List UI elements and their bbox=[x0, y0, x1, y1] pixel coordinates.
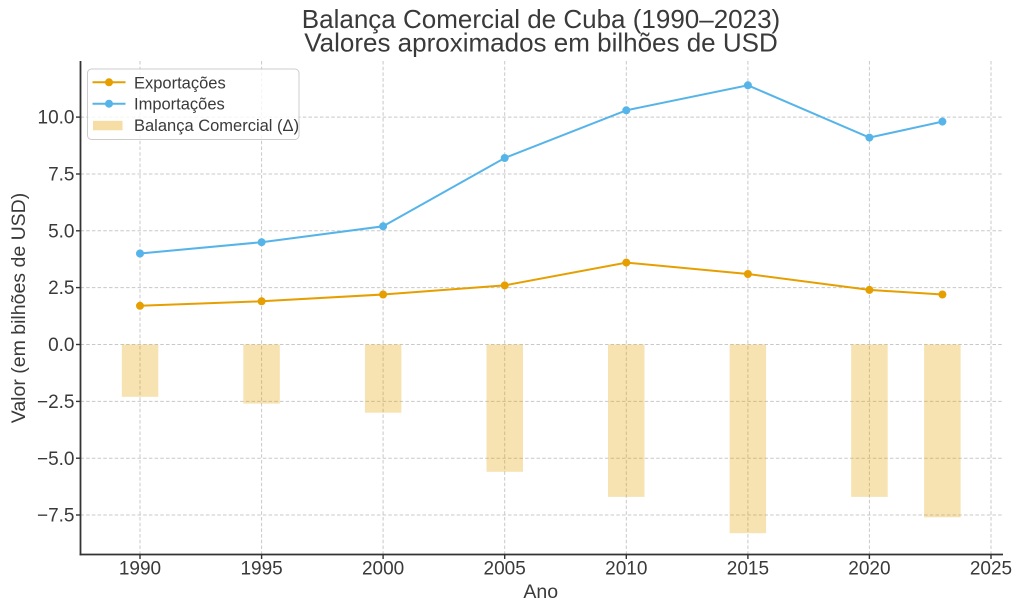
svg-text:1990: 1990 bbox=[119, 559, 161, 580]
svg-text:−7.5: −7.5 bbox=[37, 506, 75, 527]
svg-text:−5.0: −5.0 bbox=[37, 449, 75, 470]
svg-text:Importações: Importações bbox=[134, 96, 225, 114]
svg-text:Exportações: Exportações bbox=[134, 74, 226, 92]
svg-text:7.5: 7.5 bbox=[48, 165, 74, 186]
svg-text:2025: 2025 bbox=[970, 559, 1012, 580]
svg-text:2015: 2015 bbox=[727, 559, 769, 580]
svg-text:2000: 2000 bbox=[362, 559, 404, 580]
svg-text:1995: 1995 bbox=[240, 559, 282, 580]
svg-text:2.5: 2.5 bbox=[48, 278, 74, 299]
svg-text:2020: 2020 bbox=[848, 559, 890, 580]
svg-text:Ano: Ano bbox=[523, 581, 558, 603]
svg-text:5.0: 5.0 bbox=[48, 221, 74, 242]
svg-text:0.0: 0.0 bbox=[48, 335, 74, 356]
svg-text:2005: 2005 bbox=[484, 559, 526, 580]
svg-text:−2.5: −2.5 bbox=[37, 392, 75, 413]
svg-text:Balança Comercial (Δ): Balança Comercial (Δ) bbox=[134, 117, 299, 135]
svg-text:2010: 2010 bbox=[605, 559, 647, 580]
svg-text:Valores aproximados em bilhões: Valores aproximados em bilhões de USD bbox=[304, 28, 778, 58]
svg-text:10.0: 10.0 bbox=[38, 108, 75, 129]
svg-text:Balança Comercial de Cuba (199: Balança Comercial de Cuba (1990–2023) bbox=[302, 4, 780, 34]
svg-text:Valor (em bilhões de USD): Valor (em bilhões de USD) bbox=[8, 193, 30, 423]
